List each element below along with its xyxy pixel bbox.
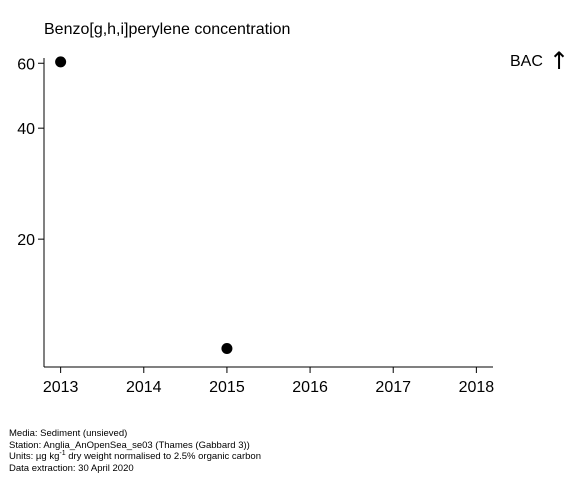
footer-units-prefix: Units: µg kg xyxy=(9,451,60,462)
footer-station: Station: Anglia_AnOpenSea_se03 (Thames (… xyxy=(9,439,250,451)
chart-title: Benzo[g,h,i]perylene concentration xyxy=(44,21,290,38)
chart: Benzo[g,h,i]perylene concentration BAC ↑… xyxy=(17,21,569,396)
x-tick-label: 2015 xyxy=(209,379,245,396)
x-tick-label: 2013 xyxy=(43,379,79,396)
x-tick-label: 2014 xyxy=(126,379,162,396)
footer-media: Media: Sediment (unsieved) xyxy=(9,428,128,439)
x-axis-ticks: 2013 2014 2015 2016 2017 2018 xyxy=(43,367,494,396)
footer-units-suffix: dry weight normalised to 2.5% organic ca… xyxy=(65,451,261,462)
footer-extraction: Data extraction: 30 April 2020 xyxy=(9,462,134,474)
x-tick-label: 2017 xyxy=(375,379,411,396)
footer-units: Units: µg kg-1 dry weight normalised to … xyxy=(9,449,261,463)
y-axis-ticks: 20 40 60 xyxy=(17,56,44,249)
bac-annotation: BAC ↑ xyxy=(510,47,569,75)
data-points xyxy=(55,56,233,355)
y-tick-label: 40 xyxy=(17,121,35,138)
bac-arrow-icon: ↑ xyxy=(549,47,569,75)
plot-axes xyxy=(43,58,493,368)
y-tick-label: 60 xyxy=(17,56,35,73)
footer-units-sup: -1 xyxy=(59,449,66,457)
bac-label: BAC xyxy=(510,53,543,70)
y-tick-label: 20 xyxy=(17,232,35,249)
x-tick-label: 2018 xyxy=(459,379,495,396)
data-point xyxy=(221,343,233,355)
x-tick-label: 2016 xyxy=(292,379,328,396)
chart-footer: Media: Sediment (unsieved) Station: Angl… xyxy=(9,428,261,474)
data-point xyxy=(55,56,67,68)
